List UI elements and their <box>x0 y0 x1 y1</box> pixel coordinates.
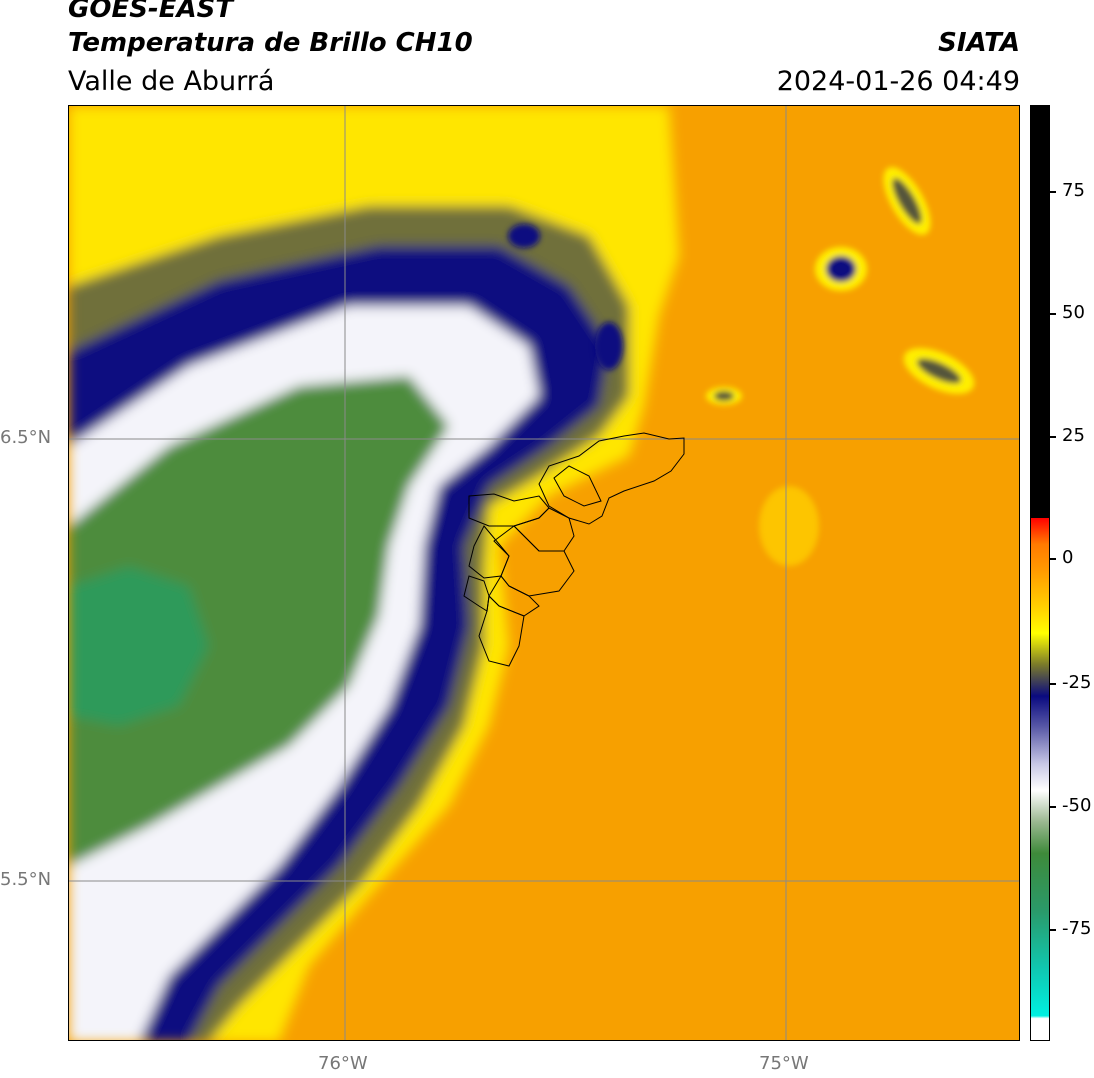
green-band <box>69 376 449 866</box>
satellite-source-label: GOES-EAST <box>68 0 234 24</box>
lat-label: 6.5°N <box>0 427 52 448</box>
cell-core <box>595 322 623 370</box>
region-label: Valle de Aburrá <box>68 66 275 97</box>
map-title: Temperatura de Brillo CH10 <box>68 28 473 58</box>
teal-core <box>69 566 209 726</box>
brightness-temperature-map <box>68 105 1020 1041</box>
colorbar-tick-label: -75 <box>1062 918 1092 939</box>
lat-label: 5.5°N <box>0 869 52 890</box>
colorbar-tick <box>1050 313 1056 315</box>
colorbar-tick-label: 25 <box>1062 425 1085 446</box>
cell-core <box>916 358 962 384</box>
colorbar-gradient-segment <box>1031 518 1049 1040</box>
colorbar-tick-label: -25 <box>1062 672 1092 693</box>
colorbar-tick <box>1050 806 1056 808</box>
map-raster <box>69 106 1019 1040</box>
cell-core <box>508 224 540 248</box>
municipal-boundaries <box>463 432 685 667</box>
colorbar-tick <box>1050 191 1056 193</box>
warm-patch <box>759 486 819 566</box>
organization-label: SIATA <box>938 28 1020 58</box>
lon-label: 76°W <box>318 1053 368 1074</box>
colorbar-tick <box>1050 929 1056 931</box>
timestamp-label: 2024-01-26 04:49 <box>776 66 1020 97</box>
colorbar <box>1030 105 1050 1041</box>
colorbar-tick <box>1050 558 1056 560</box>
colorbar-tick-label: 75 <box>1062 180 1085 201</box>
colorbar-tick-label: 0 <box>1062 547 1074 568</box>
cell-core <box>714 391 734 401</box>
cell-core <box>892 178 922 224</box>
colorbar-tick <box>1050 436 1056 438</box>
cell-core <box>826 256 856 282</box>
colorbar-tick <box>1050 683 1056 685</box>
lon-label: 75°W <box>759 1053 809 1074</box>
colorbar-black-segment <box>1031 106 1049 518</box>
colorbar-tick-label: 50 <box>1062 302 1085 323</box>
colorbar-tick-label: -50 <box>1062 795 1092 816</box>
